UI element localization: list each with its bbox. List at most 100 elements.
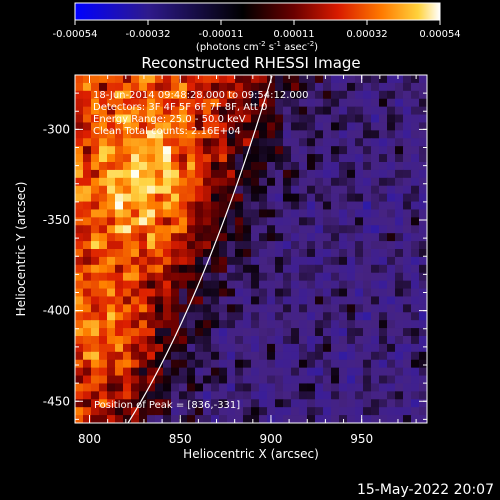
heatmap-cell <box>131 256 140 266</box>
heatmap-cell <box>203 304 212 313</box>
heatmap-cell <box>379 138 388 147</box>
heatmap-cell <box>171 264 180 274</box>
heatmap-cell <box>331 415 340 423</box>
heatmap-cell <box>379 90 388 100</box>
heatmap-cell <box>259 272 268 282</box>
heatmap-cell <box>267 296 276 305</box>
heatmap-cell <box>83 75 92 84</box>
heatmap-cell <box>315 367 324 377</box>
heatmap-cell <box>403 98 412 108</box>
heatmap-cell <box>307 336 316 345</box>
heatmap-cell <box>211 185 220 195</box>
heatmap-cell <box>219 272 228 282</box>
heatmap-cell <box>91 343 100 353</box>
heatmap-cell <box>363 256 372 266</box>
heatmap-cell <box>331 169 340 179</box>
heatmap-cell <box>243 193 252 203</box>
heatmap-cell <box>235 169 244 179</box>
heatmap-cell <box>419 82 427 92</box>
heatmap-cell <box>347 312 356 321</box>
heatmap-cell <box>187 288 196 298</box>
heatmap-cell <box>371 177 380 187</box>
heatmap-cell <box>179 146 188 155</box>
heatmap-cell <box>251 367 260 377</box>
heatmap-cell <box>123 233 132 242</box>
heatmap-cell <box>155 75 164 84</box>
heatmap-cell <box>403 114 412 124</box>
heatmap-cell <box>195 75 204 84</box>
heatmap-cell <box>75 146 84 155</box>
heatmap-cell <box>339 146 348 155</box>
heatmap-cell <box>235 399 244 408</box>
x-tick-label: 850 <box>169 432 192 446</box>
heatmap-cell <box>83 336 92 345</box>
heatmap-cell <box>235 249 244 258</box>
heatmap-cell <box>339 106 348 116</box>
heatmap-cell <box>339 122 348 131</box>
heatmap-cell <box>307 185 316 195</box>
heatmap-cell <box>139 193 148 203</box>
heatmap-cell <box>395 375 404 385</box>
heatmap-cell <box>387 169 396 179</box>
heatmap-cell <box>219 201 228 211</box>
heatmap-cell <box>371 154 380 163</box>
heatmap-cell <box>363 383 372 392</box>
heatmap-cell <box>235 407 244 416</box>
heatmap-cell <box>243 264 252 274</box>
heatmap-cell <box>259 90 268 100</box>
heatmap-cell <box>251 169 260 179</box>
heatmap-cell <box>115 114 124 124</box>
heatmap-cell <box>379 328 388 337</box>
heatmap-cell <box>75 391 84 400</box>
heatmap-cell <box>83 296 92 305</box>
heatmap-cell <box>299 177 308 187</box>
heatmap-cell <box>395 162 404 171</box>
heatmap-cell <box>75 407 84 416</box>
heatmap-cell <box>219 288 228 298</box>
heatmap-cell <box>195 375 204 385</box>
heatmap-cell <box>259 82 268 92</box>
heatmap-cell <box>75 272 84 282</box>
heatmap-cell <box>419 90 427 100</box>
heatmap-cell <box>179 343 188 353</box>
heatmap-cell <box>355 256 364 266</box>
heatmap-cell <box>411 75 420 84</box>
heatmap-cell <box>171 130 180 139</box>
heatmap-cell <box>371 407 380 416</box>
heatmap-cell <box>131 185 140 195</box>
heatmap-cell <box>355 407 364 416</box>
heatmap-cell <box>331 383 340 392</box>
heatmap-cell <box>403 90 412 100</box>
heatmap-cell <box>363 122 372 131</box>
heatmap-cell <box>403 272 412 282</box>
heatmap-cell <box>395 399 404 408</box>
heatmap-cell <box>163 193 172 203</box>
heatmap-cell <box>131 304 140 313</box>
heatmap-cell <box>299 146 308 155</box>
heatmap-cell <box>283 304 292 313</box>
heatmap-cell <box>291 130 300 139</box>
heatmap-cell <box>235 177 244 187</box>
heatmap-cell <box>371 241 380 250</box>
heatmap-cell <box>123 114 132 124</box>
heatmap-cell <box>259 407 268 416</box>
heatmap-cell <box>379 415 388 423</box>
heatmap-cell <box>243 336 252 345</box>
heatmap-cell <box>235 209 244 218</box>
heatmap-cell <box>251 185 260 195</box>
heatmap-cell <box>307 367 316 377</box>
heatmap-cell <box>139 375 148 385</box>
heatmap-cell <box>363 359 372 369</box>
heatmap-cell <box>91 193 100 203</box>
heatmap-cell <box>235 296 244 305</box>
heatmap-cell <box>107 320 116 329</box>
heatmap-cell <box>91 280 100 290</box>
heatmap-cell <box>75 288 84 298</box>
rhessi-map <box>75 75 427 423</box>
heatmap-cell <box>403 162 412 171</box>
heatmap-cell <box>331 217 340 226</box>
heatmap-cell <box>419 351 427 361</box>
heatmap-cell <box>419 272 427 282</box>
heatmap-cell <box>107 114 116 124</box>
heatmap-cell <box>339 185 348 195</box>
